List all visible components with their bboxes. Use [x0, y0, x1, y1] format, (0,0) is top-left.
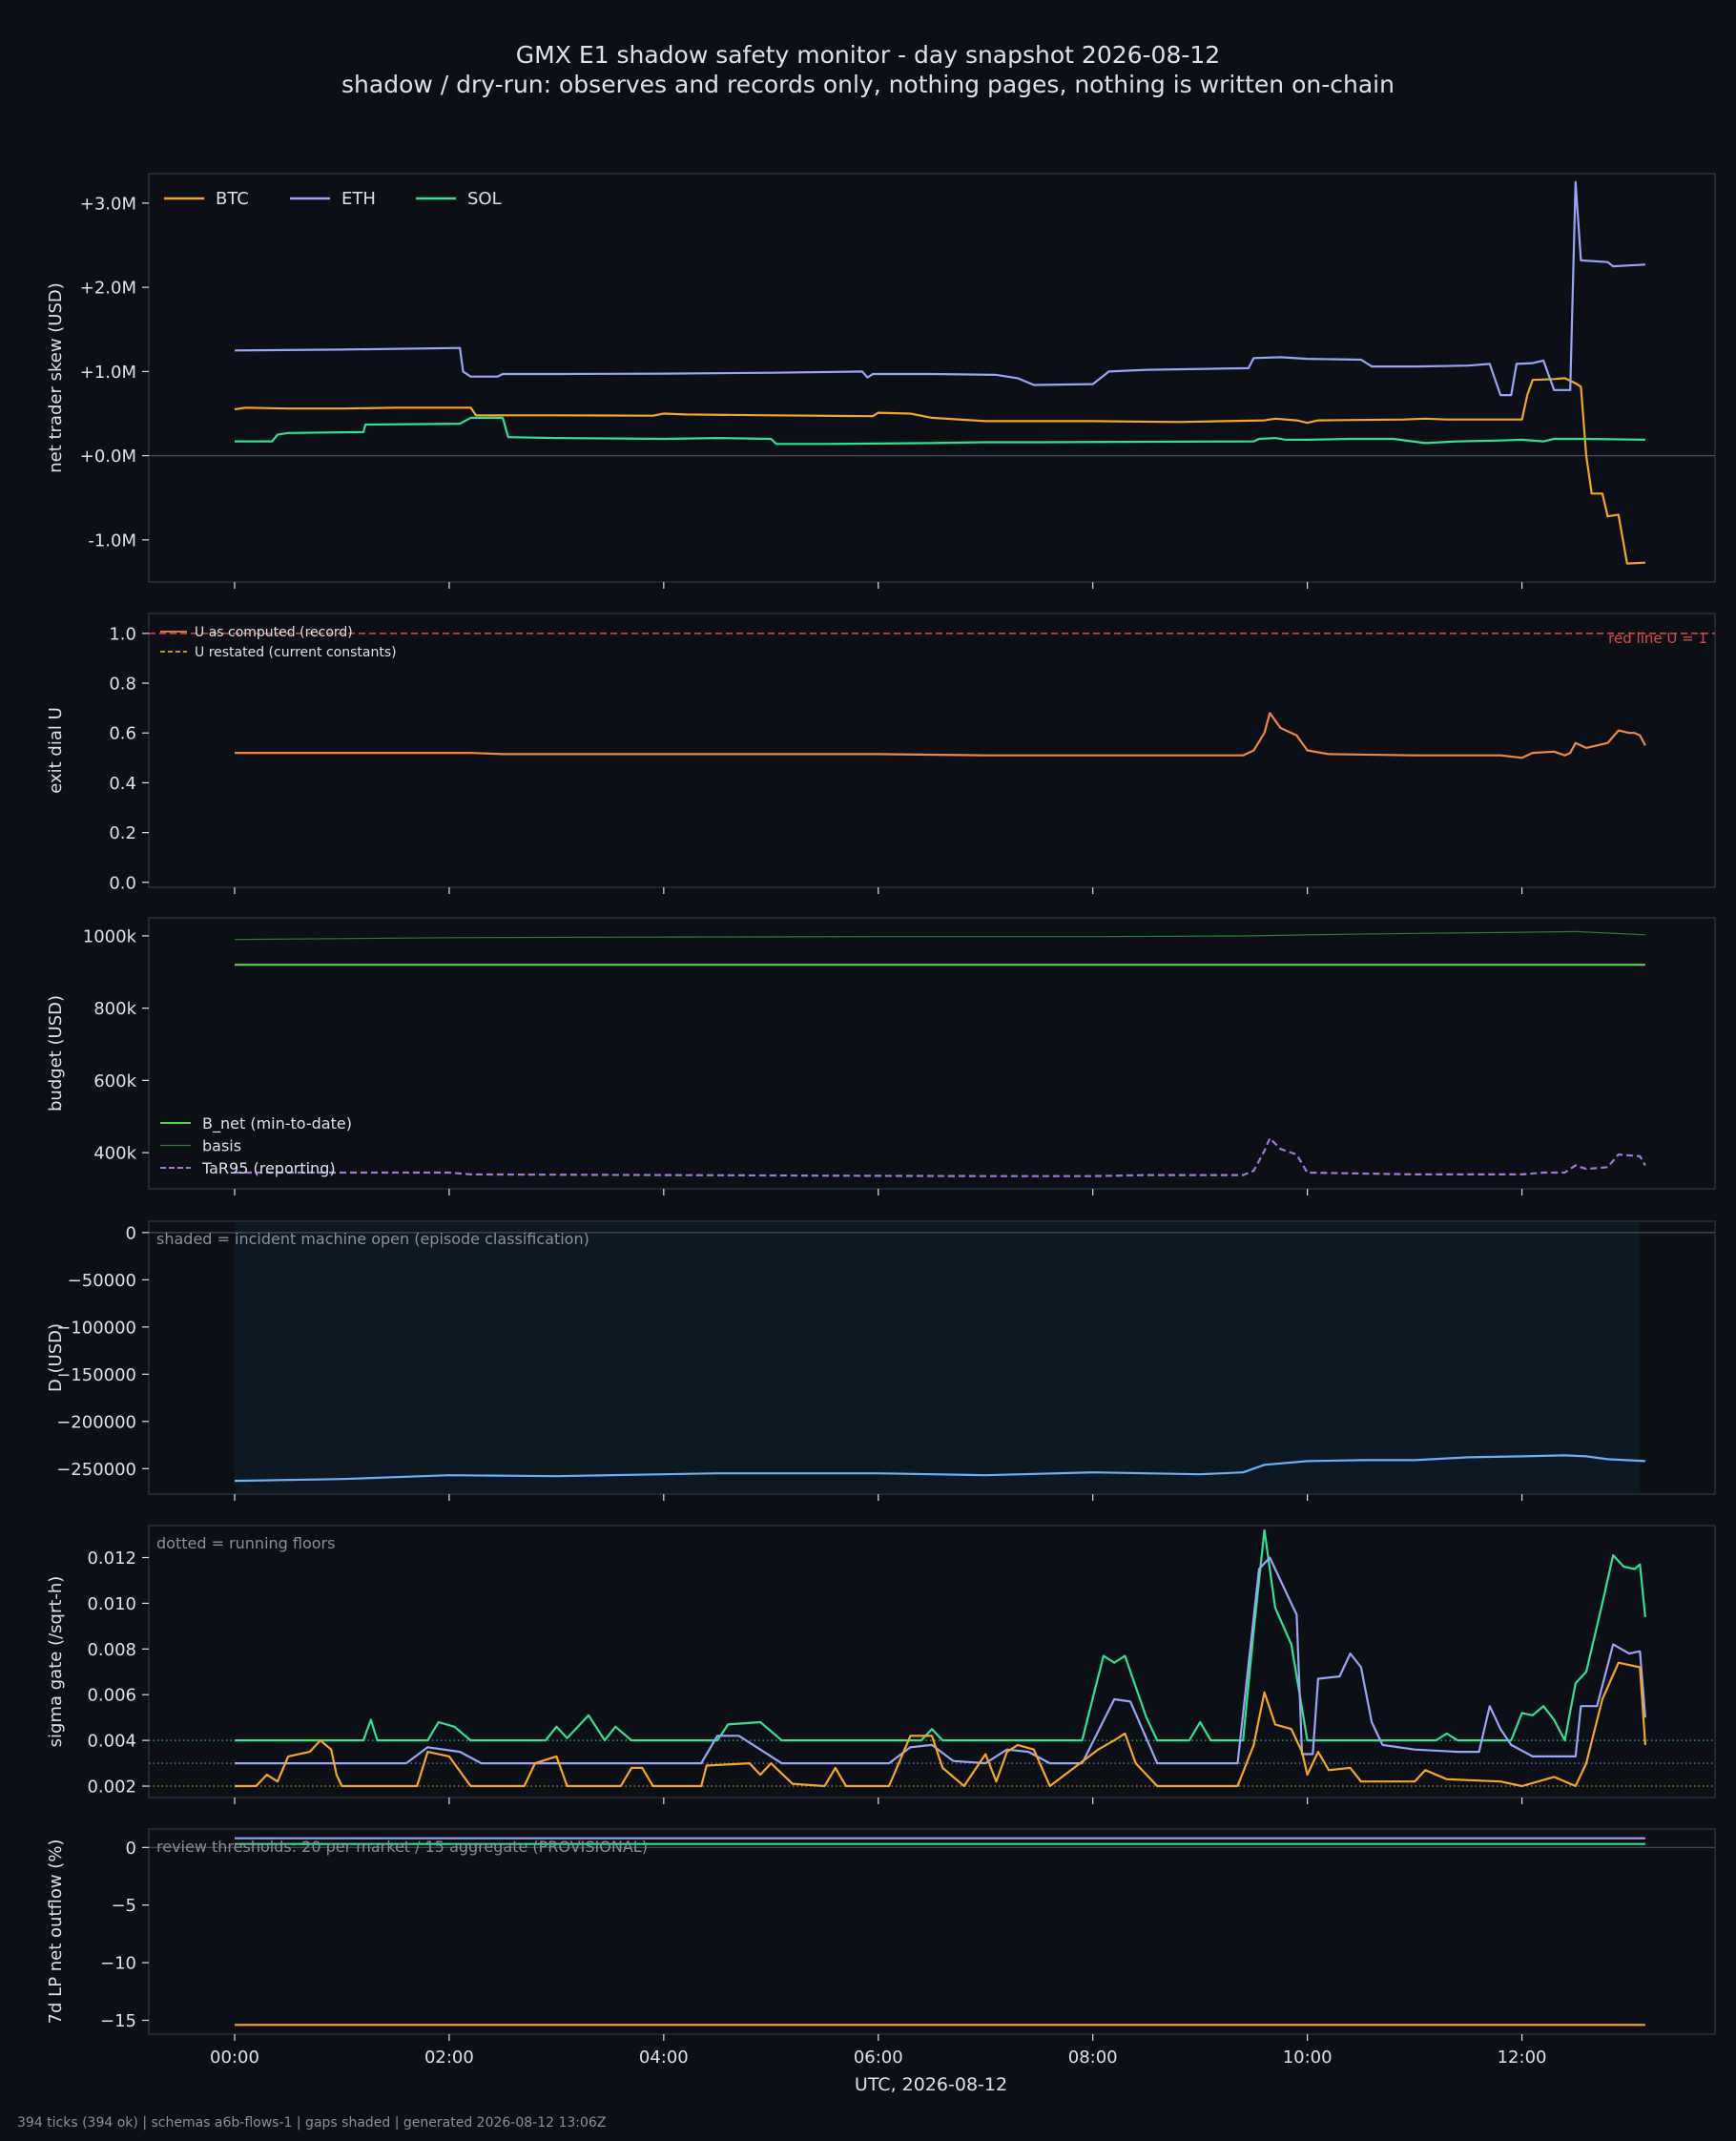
y-tick-label: −200000 — [56, 1412, 136, 1432]
y-tick-label: 0.006 — [87, 1686, 136, 1706]
y-tick-label: 0.8 — [109, 675, 136, 695]
series-btc — [234, 377, 1645, 565]
y-axis-label: sigma gate (/sqrt-h) — [46, 1576, 66, 1748]
series-tar95-reporting- — [235, 1136, 1646, 1177]
y-tick-label: 0.012 — [87, 1549, 136, 1569]
y-tick-label: +0.0M — [80, 447, 136, 467]
y-tick-label: -1.0M — [88, 530, 136, 551]
series-group — [234, 180, 1645, 565]
panel-lp_outflow: −15 −10 −5 0 7d LP net outflow (%) review thr… — [46, 1828, 1716, 2041]
y-tick-label: −10 — [100, 1954, 136, 1974]
legend-label: ETH — [341, 189, 376, 209]
panel-annotation: review thresholds: 20 per market / 15 ag… — [156, 1838, 648, 1856]
y-tick-label: 0.002 — [87, 1777, 136, 1798]
y-tick-label: −100000 — [56, 1318, 136, 1338]
plot-area — [148, 1525, 1716, 1798]
legend: U as computed (record) U restated (curren… — [160, 625, 397, 660]
y-tick-label: 800k — [93, 999, 136, 1019]
legend-label: BTC — [216, 189, 249, 209]
series-group — [235, 712, 1646, 759]
plot-area — [148, 1828, 1716, 2035]
y-axis-label: 7d LP net outflow (%) — [46, 1840, 66, 2025]
legend-label: U as computed (record) — [195, 625, 353, 640]
panel-annotation: dotted = running floors — [156, 1534, 335, 1552]
series-sol — [235, 1528, 1646, 1742]
y-tick-label: +2.0M — [80, 279, 136, 299]
legend-label: TaR95 (reporting) — [201, 1159, 336, 1177]
legend-label: U restated (current constants) — [195, 645, 397, 660]
y-tick-label: 0.4 — [109, 774, 136, 794]
y-tick-label: 1.0 — [109, 624, 136, 644]
y-tick-label: 0 — [126, 1839, 136, 1859]
legend-label: B_net (min-to-date) — [202, 1114, 352, 1133]
chart-subtitle: shadow / dry-run: observes and records o… — [341, 71, 1395, 98]
x-tick-label: 08:00 — [1068, 2047, 1118, 2068]
legend-label: SOL — [467, 189, 502, 209]
y-axis-label: D (USD) — [46, 1323, 66, 1392]
panel-budget: 400k 600k 800k 1000k budget (USD) B_net (min-… — [46, 917, 1716, 1195]
panel-drawdown: −250000 −200000 −150000 −100000 −50000 0 D (US… — [46, 1220, 1716, 1501]
y-tick-label: 0.008 — [87, 1640, 136, 1660]
series-eth — [235, 1556, 1646, 1765]
series-eth — [234, 180, 1645, 397]
y-tick-label: −50000 — [68, 1271, 136, 1291]
panel-skew: -1.0M +0.0M +1.0M +2.0M +3.0M net trader skew… — [46, 173, 1716, 589]
y-tick-label: 0.0 — [109, 873, 136, 893]
y-tick-label: 0.004 — [87, 1732, 136, 1752]
plot-area — [148, 173, 1716, 583]
x-axis-label: UTC, 2026-08-12 — [855, 2074, 1007, 2095]
series-basis — [234, 930, 1645, 941]
y-tick-label: 1000k — [83, 926, 137, 946]
y-tick-label: +3.0M — [80, 194, 136, 214]
panel-sigma_gate: 0.002 0.004 0.006 0.008 0.010 0.012 sigma gate… — [46, 1525, 1716, 1804]
series-d — [234, 1454, 1645, 1483]
x-tick-label: 00:00 — [210, 2047, 259, 2068]
series-group — [234, 1454, 1645, 1483]
y-tick-label: −15 — [100, 2011, 136, 2031]
legend: BTC ETH SOL — [164, 189, 502, 209]
y-axis-label: net trader skew (USD) — [46, 282, 66, 473]
y-tick-label: −150000 — [56, 1365, 136, 1385]
x-tick-label: 12:00 — [1498, 2047, 1547, 2068]
panel-annotation: shaded = incident machine open (episode … — [156, 1230, 589, 1248]
series-group — [235, 1528, 1646, 1788]
legend-label: basis — [202, 1137, 241, 1155]
y-tick-label: −5 — [111, 1896, 136, 1916]
chart-title: GMX E1 shadow safety monitor - day snaps… — [516, 41, 1220, 69]
red-line-label: red line U = 1 — [1608, 630, 1707, 647]
y-tick-label: 0 — [126, 1223, 136, 1243]
y-tick-label: 0.2 — [109, 823, 136, 843]
x-tick-label: 04:00 — [639, 2047, 689, 2068]
y-axis-label: budget (USD) — [46, 995, 66, 1112]
y-tick-label: 0.010 — [87, 1594, 136, 1614]
legend: B_net (min-to-date) basis TaR95 (reporting… — [160, 1114, 352, 1177]
footer-status: 394 ticks (394 ok) | schemas a6b-flows-1… — [17, 2115, 606, 2131]
plot-area — [148, 917, 1716, 1190]
x-tick-label: 06:00 — [854, 2047, 903, 2068]
series-group — [234, 930, 1646, 1177]
series-sol — [235, 416, 1645, 446]
series-btc — [235, 1661, 1646, 1788]
plot-area — [148, 613, 1716, 888]
y-tick-label: 600k — [93, 1071, 136, 1091]
y-tick-label: +1.0M — [80, 363, 136, 383]
x-tick-label: 10:00 — [1283, 2047, 1333, 2068]
y-tick-label: −250000 — [56, 1460, 136, 1480]
series-group — [235, 1837, 1645, 2027]
y-tick-label: 0.6 — [109, 724, 136, 744]
panel-exit_dial: 0.0 0.2 0.4 0.6 0.8 1.0 exit dial U red line U … — [46, 613, 1716, 894]
y-axis-label: exit dial U — [46, 707, 66, 794]
series-u-as-computed-record- — [235, 712, 1646, 759]
x-tick-label: 02:00 — [424, 2047, 474, 2068]
y-tick-label: 400k — [93, 1144, 136, 1164]
incident-shade — [234, 1222, 1641, 1493]
